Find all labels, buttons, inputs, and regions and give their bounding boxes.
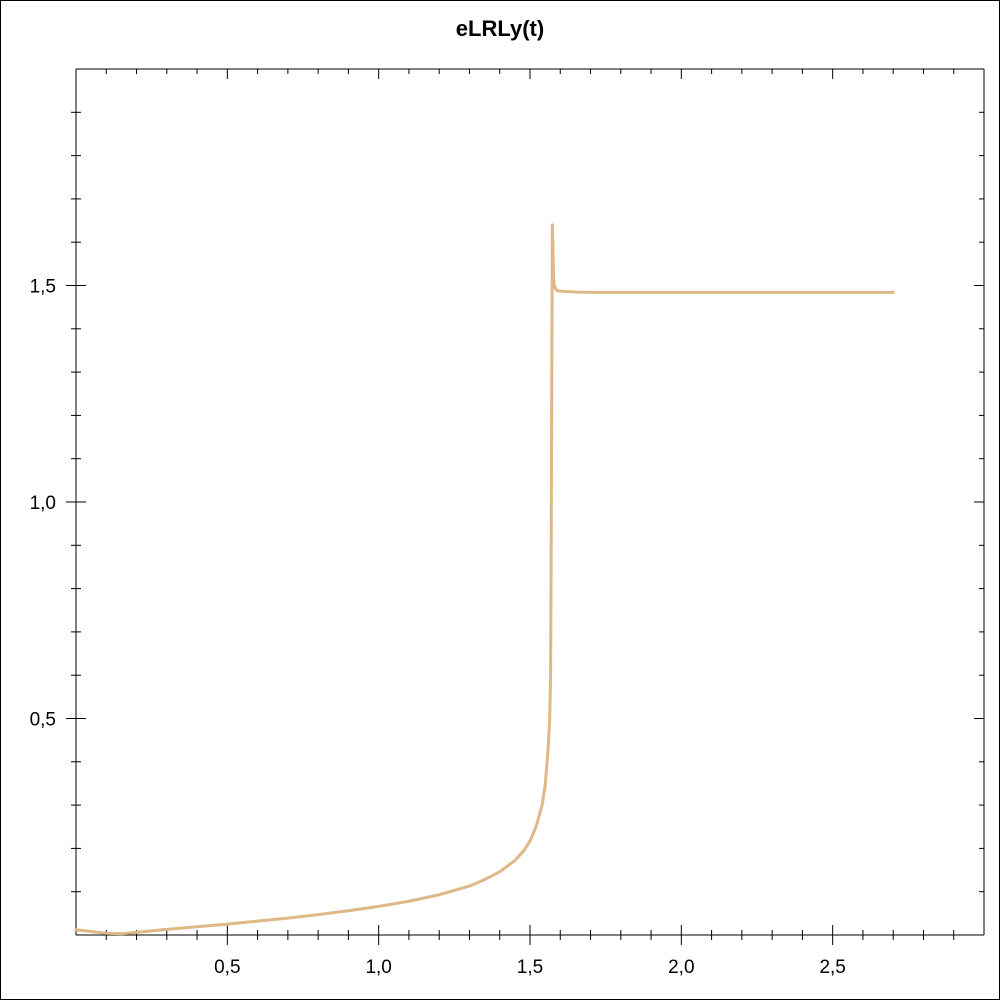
x-tick-label: 2,0 — [668, 957, 694, 978]
series-line — [74, 223, 895, 936]
tick-labels: 0,5 1,0 1,5 2,0 2,5 0,5 1,0 1,5 — [30, 277, 846, 979]
chart-title: eLRLy(t) — [455, 16, 545, 41]
x-tick-label: 1,5 — [517, 957, 543, 978]
ticks — [66, 69, 984, 945]
x-tick-label: 1,0 — [365, 957, 391, 978]
x-tick-label: 0,5 — [214, 957, 240, 978]
y-tick-label: 1,0 — [30, 493, 56, 514]
y-tick-label: 1,5 — [30, 277, 56, 298]
y-tick-label: 0,5 — [30, 710, 56, 731]
axes — [75, 68, 985, 936]
x-tick-label: 2,5 — [819, 957, 845, 978]
